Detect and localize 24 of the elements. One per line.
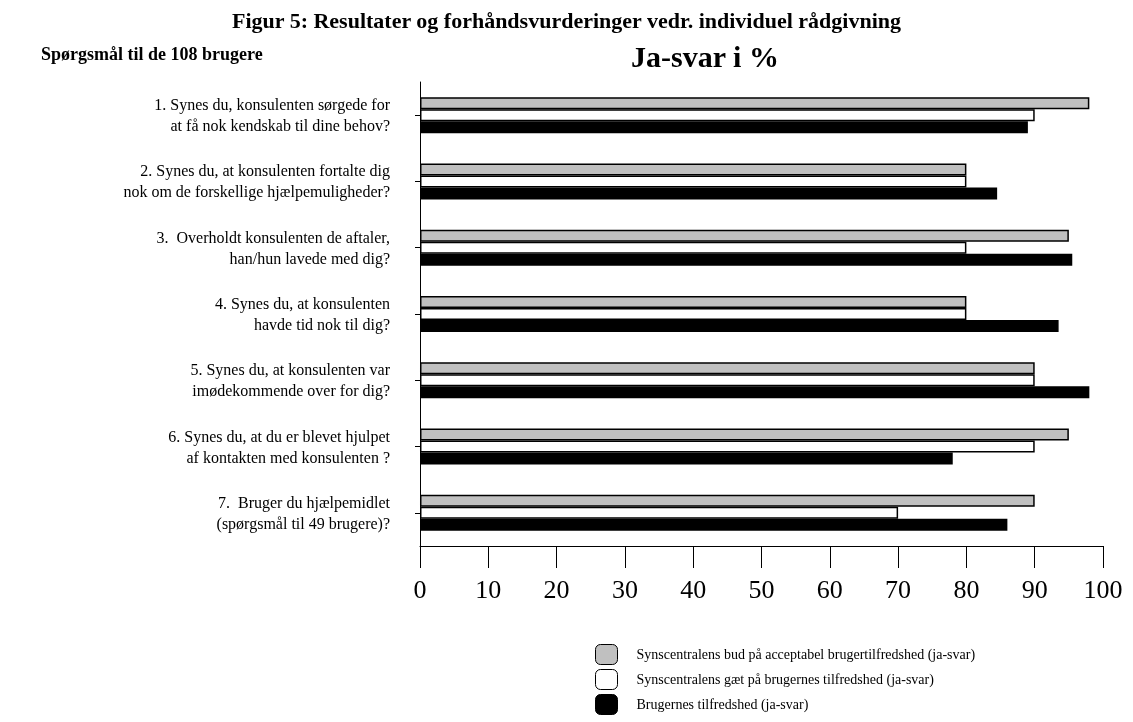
x-tick-label: 10 <box>475 574 502 604</box>
y-tick-label: 1. Synes du, konsulenten sørgede for at få nok kendskab til dine behov? <box>154 96 391 135</box>
x-tick-label: 20 <box>543 574 570 604</box>
x-tick-label: 100 <box>1083 574 1123 604</box>
y-tick-label: 6. Synes du, at du er blevet hjulpet af kontakten med konsulenten ? <box>168 427 391 466</box>
legend-label: Brugernes tilfredshed (ja-svar) <box>636 697 809 713</box>
x-tick-label: 40 <box>680 574 707 604</box>
x-tick-label: 70 <box>885 574 912 604</box>
y-axis-title: Spørgsmål til de 108 brugere <box>41 44 263 64</box>
y-tick-label: 3. Overholdt konsulenten de aftaler, han/hun lavede med dig? <box>156 228 390 268</box>
x-axis-title: Ja-svar i % <box>631 39 779 73</box>
x-tick-label: 60 <box>816 574 843 604</box>
x-tick-label: 80 <box>953 574 980 604</box>
y-tick-label: 2. Synes du, at konsulenten fortalte dig nok om de forskellige hjælpemuligheder? <box>123 162 390 202</box>
x-tick-label: 90 <box>1021 574 1048 604</box>
y-tick-label: 7. Bruger du hjælpemidlet (spørgsmål til 49 brugere)? <box>216 493 391 533</box>
x-tick-label: 50 <box>748 574 775 604</box>
legend-label: Synscentralens gæt på brugernes tilfredshed (ja-svar) <box>636 672 935 688</box>
x-tick-label: 30 <box>611 574 638 604</box>
y-tick-label: 5. Synes du, at konsulenten var imødekommende over for dig? <box>190 361 391 401</box>
x-tick-label: 0 <box>413 574 427 604</box>
y-tick-label: 4. Synes du, at konsulenten havde tid nok til dig? <box>214 295 390 334</box>
legend-label: Synscentralens bud på acceptabel brugertilfredshed (ja-svar) <box>636 647 976 663</box>
chart-title: Figur 5: Resultater og forhåndsvurderinger vedr. individuel rådgivning <box>231 7 902 33</box>
